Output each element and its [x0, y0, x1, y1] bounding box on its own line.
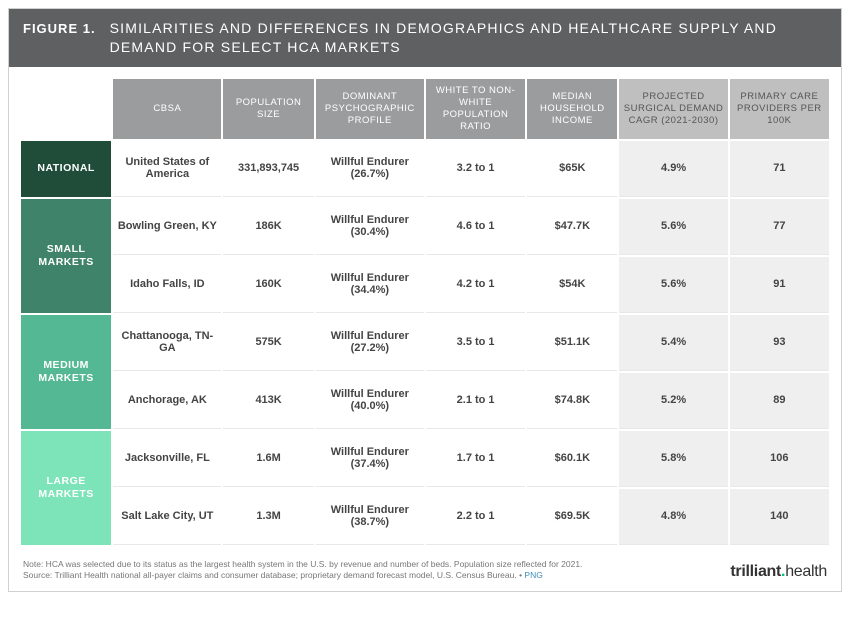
data-cell: 5.2% [619, 373, 727, 429]
data-cell: 89 [730, 373, 829, 429]
data-cell: 5.8% [619, 431, 727, 487]
data-cell: 106 [730, 431, 829, 487]
data-cell: 77 [730, 199, 829, 255]
column-header: CBSA [113, 79, 221, 139]
table-row: Idaho Falls, ID160KWillful Endurer (34.4… [21, 257, 829, 313]
data-cell: 93 [730, 315, 829, 371]
data-cell: 2.2 to 1 [426, 489, 525, 545]
data-cell: $74.8K [527, 373, 617, 429]
data-cell: Willful Endurer (38.7%) [316, 489, 424, 545]
data-cell: Idaho Falls, ID [113, 257, 221, 313]
footnote-line2: Source: Trilliant Health national all-pa… [23, 570, 582, 581]
table-head: CBSAPOPULATION SIZEDOMINANT PSYCHOGRAPHI… [21, 79, 829, 139]
table-row: MEDIUMMARKETSChattanooga, TN-GA575KWillf… [21, 315, 829, 371]
data-cell: 3.5 to 1 [426, 315, 525, 371]
table-row: SMALLMARKETSBowling Green, KY186KWillful… [21, 199, 829, 255]
group-label: MEDIUMMARKETS [21, 315, 111, 429]
data-cell: Willful Endurer (37.4%) [316, 431, 424, 487]
data-cell: 413K [223, 373, 313, 429]
data-cell: Willful Endurer (27.2%) [316, 315, 424, 371]
data-cell: 4.2 to 1 [426, 257, 525, 313]
group-label: NATIONAL [21, 141, 111, 197]
data-cell: Anchorage, AK [113, 373, 221, 429]
header-row: CBSAPOPULATION SIZEDOMINANT PSYCHOGRAPHI… [21, 79, 829, 139]
column-header: DOMINANT PSYCHOGRAPHIC PROFILE [316, 79, 424, 139]
data-cell: 4.8% [619, 489, 727, 545]
table-body: NATIONALUnited States of America331,893,… [21, 141, 829, 545]
column-header: POPULATION SIZE [223, 79, 313, 139]
figure-container: FIGURE 1. SIMILARITIES AND DIFFERENCES I… [8, 8, 842, 592]
column-header: WHITE TO NON-WHITE POPULATION RATIO [426, 79, 525, 139]
title-bar: FIGURE 1. SIMILARITIES AND DIFFERENCES I… [9, 9, 841, 67]
figure-label: FIGURE 1. [23, 19, 96, 36]
data-cell: $51.1K [527, 315, 617, 371]
data-cell: Jacksonville, FL [113, 431, 221, 487]
data-cell: 575K [223, 315, 313, 371]
data-cell: $65K [527, 141, 617, 197]
data-table: CBSAPOPULATION SIZEDOMINANT PSYCHOGRAPHI… [19, 77, 831, 547]
png-link[interactable]: PNG [524, 570, 542, 580]
table-row: LARGEMARKETSJacksonville, FL1.6MWillful … [21, 431, 829, 487]
logo: trilliant.health [730, 563, 827, 581]
footnote-line1: Note: HCA was selected due to its status… [23, 559, 582, 570]
column-header: PROJECTED SURGICAL DEMAND CAGR (2021-203… [619, 79, 727, 139]
table-row: Anchorage, AK413KWillful Endurer (40.0%)… [21, 373, 829, 429]
data-cell: 4.9% [619, 141, 727, 197]
data-cell: 5.6% [619, 257, 727, 313]
footnote: Note: HCA was selected due to its status… [23, 559, 582, 581]
data-cell: Willful Endurer (34.4%) [316, 257, 424, 313]
data-cell: Willful Endurer (40.0%) [316, 373, 424, 429]
column-header: MEDIAN HOUSEHOLD INCOME [527, 79, 617, 139]
data-cell: 71 [730, 141, 829, 197]
figure-footer: Note: HCA was selected due to its status… [9, 553, 841, 591]
column-header: PRIMARY CARE PROVIDERS PER 100K [730, 79, 829, 139]
data-cell: 140 [730, 489, 829, 545]
data-cell: 3.2 to 1 [426, 141, 525, 197]
figure-title: SIMILARITIES AND DIFFERENCES IN DEMOGRAP… [110, 19, 827, 57]
data-cell: $47.7K [527, 199, 617, 255]
data-cell: 186K [223, 199, 313, 255]
data-cell: Chattanooga, TN-GA [113, 315, 221, 371]
data-cell: $60.1K [527, 431, 617, 487]
data-cell: 5.4% [619, 315, 727, 371]
data-cell: 331,893,745 [223, 141, 313, 197]
data-cell: 5.6% [619, 199, 727, 255]
group-label: LARGEMARKETS [21, 431, 111, 545]
table-wrap: CBSAPOPULATION SIZEDOMINANT PSYCHOGRAPHI… [9, 67, 841, 553]
data-cell: 1.6M [223, 431, 313, 487]
data-cell: 2.1 to 1 [426, 373, 525, 429]
table-row: Salt Lake City, UT1.3MWillful Endurer (3… [21, 489, 829, 545]
data-cell: 91 [730, 257, 829, 313]
data-cell: 160K [223, 257, 313, 313]
data-cell: $54K [527, 257, 617, 313]
corner-cell [21, 79, 111, 139]
data-cell: Salt Lake City, UT [113, 489, 221, 545]
data-cell: Willful Endurer (30.4%) [316, 199, 424, 255]
data-cell: Willful Endurer (26.7%) [316, 141, 424, 197]
data-cell: 1.7 to 1 [426, 431, 525, 487]
data-cell: Bowling Green, KY [113, 199, 221, 255]
group-label: SMALLMARKETS [21, 199, 111, 313]
data-cell: $69.5K [527, 489, 617, 545]
data-cell: United States of America [113, 141, 221, 197]
table-row: NATIONALUnited States of America331,893,… [21, 141, 829, 197]
data-cell: 1.3M [223, 489, 313, 545]
data-cell: 4.6 to 1 [426, 199, 525, 255]
